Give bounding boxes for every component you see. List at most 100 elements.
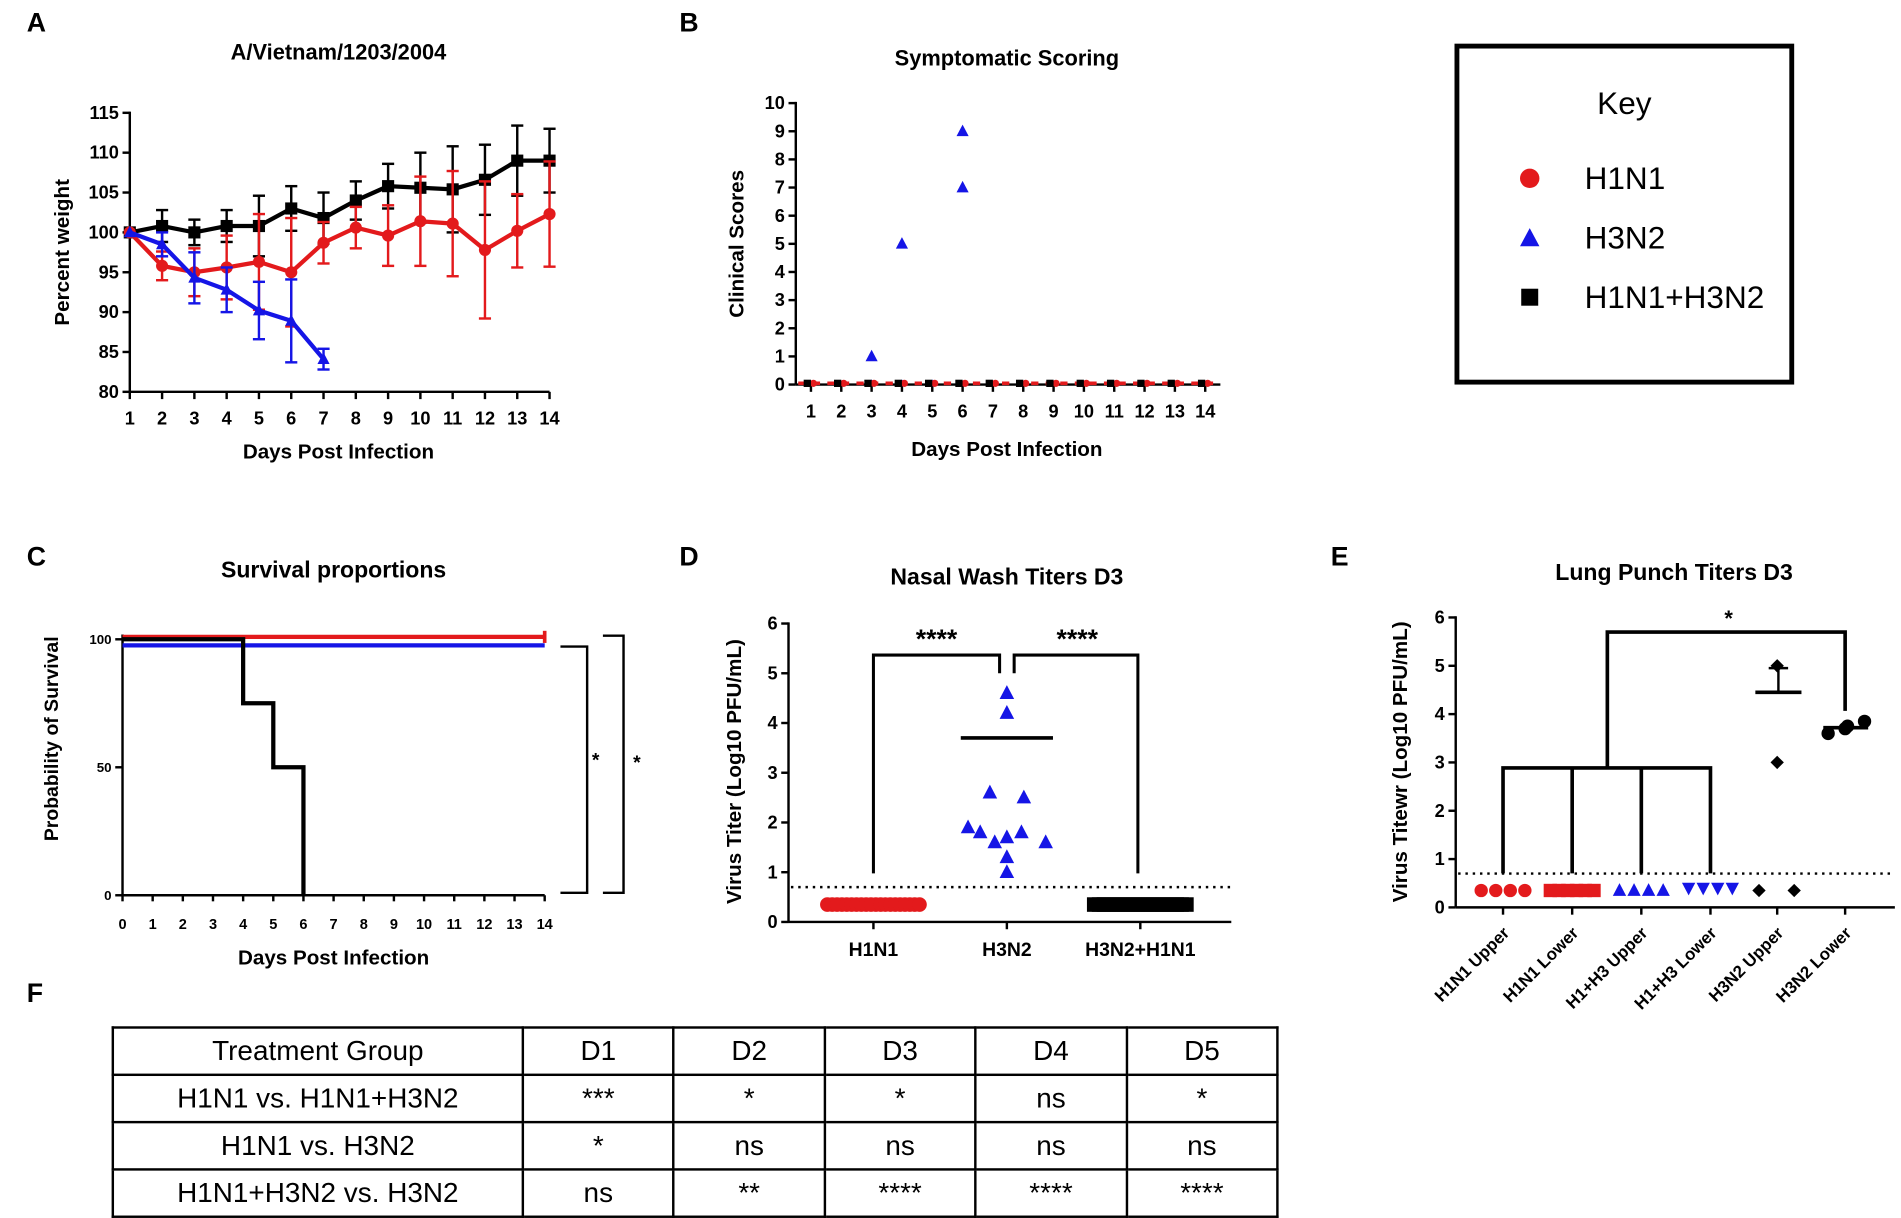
table-cell: **** [823, 1168, 977, 1218]
x-tick-label: 10 [1074, 401, 1094, 421]
x-tick-label: 4 [897, 401, 908, 421]
y-tick-label: 6 [767, 614, 777, 634]
x-tick-label: H3N2+H1N1 [1085, 939, 1196, 961]
x-tick-label: 11 [447, 917, 462, 933]
data-point [382, 180, 395, 193]
survival-curve-h3n2 [122, 637, 306, 896]
data-point [1857, 714, 1872, 729]
legend-marker-circle [1518, 160, 1550, 198]
data-point [317, 352, 330, 364]
chart-title: Survival proportions [221, 556, 446, 582]
panel-letter-c: C [27, 541, 46, 571]
data-point [252, 303, 266, 316]
significance-bracket [871, 653, 1002, 874]
significance-label: **** [1056, 624, 1098, 654]
table-row: H1N1 vs. H3N2 * ns ns ns ns [111, 1120, 1279, 1171]
table-cell: * [823, 1073, 977, 1124]
data-point [1014, 824, 1029, 839]
x-tick-label: 1 [125, 409, 135, 429]
data-point [1474, 883, 1488, 898]
data-point [285, 314, 298, 326]
data-point [1641, 883, 1656, 896]
data-point [956, 180, 969, 193]
data-point [1770, 755, 1784, 770]
y-tick-label: 5 [1435, 656, 1445, 676]
y-tick-label: 3 [767, 763, 777, 783]
table-cell: ** [672, 1168, 826, 1218]
significance-bracket [602, 634, 625, 895]
significance-label: * [633, 752, 641, 774]
data-point [955, 379, 963, 387]
data-point [1016, 789, 1032, 804]
y-tick-label: 95 [99, 262, 119, 282]
chart-title: Nasal Wash Titers D3 [890, 564, 1123, 590]
y-tick-label: 110 [90, 143, 119, 163]
data-point [1137, 379, 1145, 387]
data-point [894, 379, 902, 387]
x-tick-label: 2 [157, 409, 167, 429]
y-axis-label: Virus Titer (Log10 PFU/mL) [723, 639, 746, 904]
x-tick-label: 4 [239, 917, 248, 933]
data-point [220, 219, 233, 233]
significance-label: * [1724, 606, 1733, 631]
data-point [1106, 379, 1115, 387]
significance-label: **** [916, 624, 958, 654]
x-tick-label: 5 [254, 409, 264, 429]
data-point [1143, 379, 1151, 387]
data-point [188, 226, 201, 239]
x-tick-label: 13 [1165, 401, 1185, 421]
data-point [317, 236, 330, 249]
y-axis-label: Clinical Scores [726, 170, 749, 318]
table-cell: ns [521, 1168, 675, 1218]
data-point [1052, 379, 1060, 387]
data-point [999, 829, 1015, 844]
x-tick-label: 14 [537, 917, 554, 933]
x-tick-label: 10 [416, 917, 432, 933]
x-tick-label: 14 [539, 409, 560, 429]
data-point [1197, 379, 1206, 387]
x-tick-label: H1N1 [849, 939, 899, 961]
data-point [870, 379, 878, 387]
data-point [478, 243, 492, 256]
data-point [349, 194, 362, 207]
legend-item-h1n1: H1N1 [1518, 160, 1665, 198]
x-tick-label: 9 [1049, 401, 1059, 421]
data-point [511, 154, 524, 167]
legend-item-h3n2: H3N2 [1518, 220, 1665, 258]
y-tick-label: 2 [775, 318, 785, 338]
significance-bracket [1012, 653, 1140, 874]
x-tick-label: 8 [351, 409, 361, 429]
x-axis-label: Days Post Infection [238, 946, 429, 969]
x-tick-label: 8 [360, 917, 368, 933]
data-point [1711, 882, 1725, 896]
data-point [1612, 883, 1627, 896]
x-tick-label: 9 [390, 917, 398, 933]
table-cell: ns [974, 1120, 1128, 1171]
table-header-cell: Treatment Group [111, 1026, 525, 1077]
table-header-cell: D2 [672, 1026, 826, 1077]
x-axis-label: Days Post Infection [243, 441, 434, 464]
series-line-h1n1-h3n2 [129, 158, 550, 235]
data-point [924, 379, 933, 387]
data-point [414, 215, 427, 228]
y-tick-label: 105 [89, 183, 119, 203]
table-cell: ns [823, 1120, 977, 1171]
data-point [999, 849, 1015, 864]
y-tick-label: 80 [99, 382, 119, 402]
x-tick-label: 2 [836, 401, 846, 421]
data-point [1046, 379, 1054, 387]
data-point [1787, 883, 1801, 898]
table-header-cell: D5 [1125, 1026, 1279, 1077]
y-tick-label: 50 [97, 760, 112, 775]
x-tick-label: 6 [286, 409, 296, 429]
data-point [900, 379, 909, 387]
y-tick-label: 9 [775, 121, 785, 141]
data-point [864, 379, 872, 387]
data-point [1752, 883, 1766, 898]
data-point [1587, 883, 1601, 898]
panel-letter-b: B [679, 8, 698, 38]
data-point [1627, 883, 1641, 896]
table-cell: H1N1 vs. H1N1+H3N2 [111, 1073, 525, 1124]
data-point [1821, 726, 1835, 741]
table-cell: * [672, 1073, 826, 1124]
